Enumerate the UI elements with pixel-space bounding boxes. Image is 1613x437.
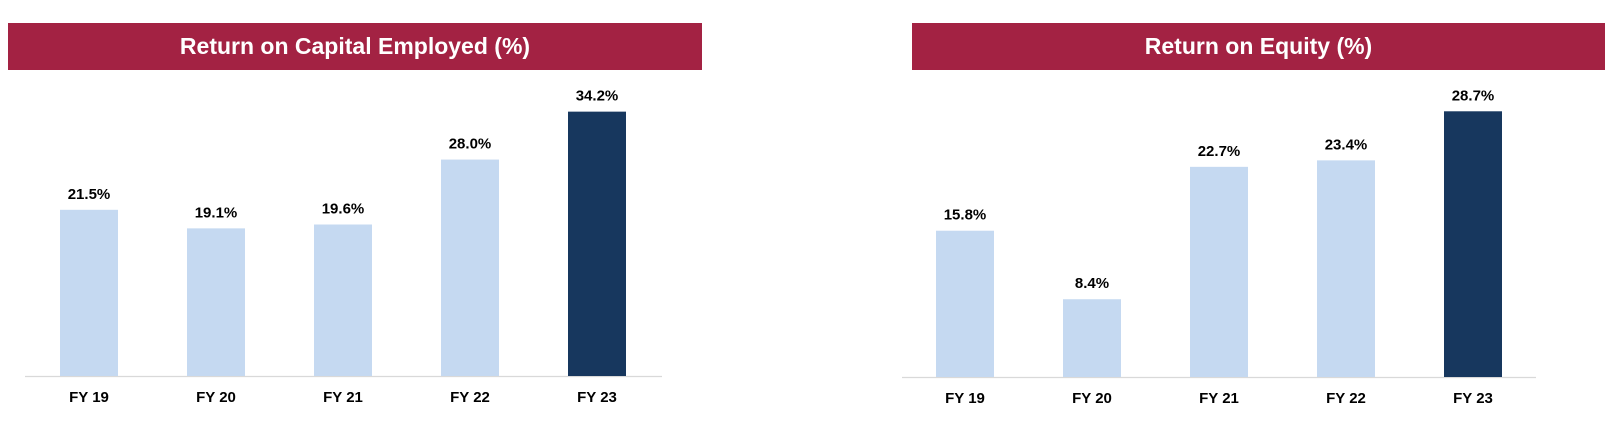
roce-x-tick-label: FY 22 <box>450 389 490 406</box>
roe-x-tick-label: FY 21 <box>1199 390 1239 407</box>
roce-bar-fy-19 <box>60 209 118 376</box>
roce-x-tick-label: FY 21 <box>323 389 363 406</box>
roce-bar-fy-21 <box>314 224 372 376</box>
roe-bar-chart: 15.8% FY 19 8.4% FY 20 22.7% FY 21 23.4% FY 22 2… <box>902 87 1536 407</box>
roe-value-label: 22.7% <box>1198 143 1241 160</box>
roce-chart-panel: Return on Capital Employed (%) 21.5% FY 1… <box>0 0 705 437</box>
roe-bar-fy-19 <box>936 230 994 377</box>
roe-x-tick-label: FY 20 <box>1072 390 1112 407</box>
roe-bar-fy-20 <box>1063 299 1121 377</box>
roce-value-label: 28.0% <box>449 136 492 153</box>
roce-bar-fy-22 <box>441 159 499 376</box>
roe-chart-title: Return on Equity (%) <box>912 23 1605 70</box>
roe-x-tick-label: FY 23 <box>1453 390 1493 407</box>
roce-bar-fy-20 <box>187 228 245 376</box>
roce-bar-fy-23 <box>568 111 626 376</box>
roe-value-label: 8.4% <box>1075 275 1109 292</box>
roe-bar-fy-21 <box>1190 166 1248 377</box>
roce-value-label: 19.1% <box>195 204 238 221</box>
roce-chart-title: Return on Capital Employed (%) <box>8 23 702 70</box>
roce-value-label: 19.6% <box>322 200 365 217</box>
roce-x-tick-label: FY 19 <box>69 389 109 406</box>
roce-bar-chart: 21.5% FY 19 19.1% FY 20 19.6% FY 21 28.0% FY 22… <box>25 88 662 406</box>
roce-value-label: 21.5% <box>68 186 111 203</box>
roe-bar-fy-22 <box>1317 160 1375 377</box>
roe-x-tick-label: FY 19 <box>945 390 985 407</box>
roe-x-tick-label: FY 22 <box>1326 390 1366 407</box>
roe-bar-fy-23 <box>1444 111 1502 377</box>
roe-value-label: 28.7% <box>1452 87 1495 104</box>
roce-x-tick-label: FY 23 <box>577 389 617 406</box>
roce-x-tick-label: FY 20 <box>196 389 236 406</box>
roe-chart-panel: Return on Equity (%) 15.8% FY 19 8.4% FY 20… <box>902 0 1613 437</box>
roce-value-label: 34.2% <box>576 88 619 105</box>
roe-value-label: 15.8% <box>944 207 987 224</box>
roe-value-label: 23.4% <box>1325 136 1368 153</box>
